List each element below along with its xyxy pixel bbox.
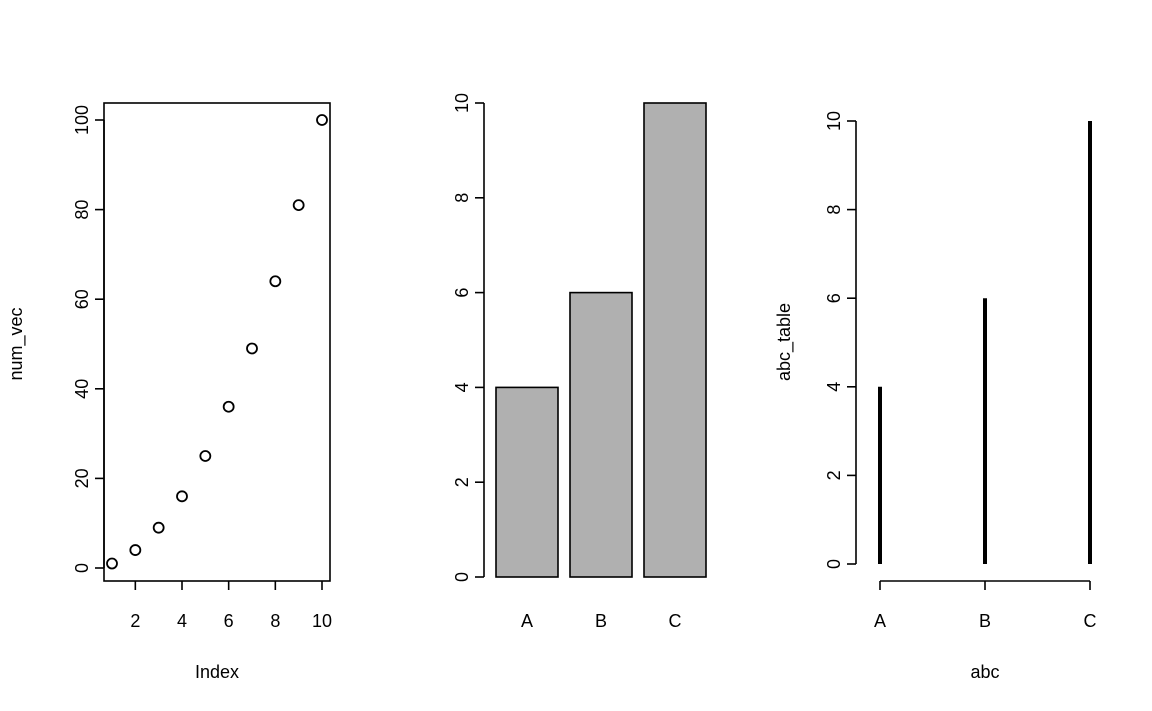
bar-category-label: C: [669, 611, 682, 631]
table-plot-y-tick-label: 0: [824, 559, 844, 569]
scatter-y-axis: 0 20 40 60 80 100: [72, 105, 105, 573]
table-plot-x-axis: A B C: [874, 580, 1097, 631]
scatter-x-axis: 2 4 6 8 10: [130, 581, 332, 631]
barplot-panel: A B C 0 2 4 6 8 10: [452, 93, 707, 631]
scatter-point: [292, 199, 305, 212]
barplot-y-tick-label: 0: [452, 572, 472, 582]
scatter-y-tick-label: 60: [72, 289, 92, 309]
scatter-y-tick-label: 20: [72, 468, 92, 488]
bar: [495, 386, 559, 578]
scatter-x-tick-label: 8: [270, 611, 280, 631]
table-plot-x-tick-label: C: [1084, 611, 1097, 631]
table-plot-y-tick-label: 2: [824, 470, 844, 480]
barplot-y-tick-label: 2: [452, 477, 472, 487]
table-plot-y-axis-label: abc_table: [774, 303, 795, 381]
scatter-panel: 2 4 6 8 10 0 20 40 60 80 100 Index num_vec: [6, 102, 332, 682]
barplot-category-labels: A B C: [521, 611, 682, 631]
barplot-y-tick-label: 4: [452, 382, 472, 392]
scatter-y-tick-label: 80: [72, 200, 92, 220]
scatter-points: [106, 114, 328, 570]
scatter-point: [246, 342, 258, 355]
bar-category-label: A: [521, 611, 533, 631]
scatter-x-tick-label: 10: [312, 611, 332, 631]
scatter-point: [129, 544, 142, 556]
barplot-bars: [495, 102, 707, 578]
scatter-x-tick-label: 4: [177, 611, 187, 631]
scatter-y-tick-label: 40: [72, 379, 92, 399]
table-plot-x-tick-label: A: [874, 611, 886, 631]
scatter-point: [106, 557, 118, 570]
table-plot-lines: [878, 121, 1092, 564]
scatter-x-tick-label: 6: [224, 611, 234, 631]
table-plot-y-tick-label: 6: [824, 293, 844, 303]
table-plot-x-axis-label: abc: [970, 662, 999, 682]
table-plot-y-axis: 0 2 4 6 8 10: [824, 111, 857, 569]
barplot-y-tick-label: 6: [452, 288, 472, 298]
scatter-point: [199, 450, 212, 462]
table-plot-y-tick-label: 4: [824, 382, 844, 392]
table-plot-x-tick-label: B: [979, 611, 991, 631]
bar: [569, 291, 633, 578]
scatter-plot-box: [103, 102, 331, 582]
scatter-point: [152, 521, 165, 534]
bar-category-label: B: [595, 611, 607, 631]
scatter-point: [176, 490, 188, 503]
barplot-y-axis: 0 2 4 6 8 10: [452, 93, 485, 582]
barplot-y-tick-label: 8: [452, 193, 472, 203]
scatter-y-tick-label: 0: [72, 563, 92, 573]
scatter-x-axis-label: Index: [195, 662, 239, 682]
table-plot-y-tick-label: 8: [824, 205, 844, 215]
scatter-point: [222, 400, 235, 413]
scatter-y-tick-label: 100: [72, 105, 92, 135]
scatter-point: [269, 275, 282, 288]
scatter-point: [316, 114, 328, 126]
bar: [643, 102, 707, 578]
table-plot-y-tick-label: 10: [824, 111, 844, 131]
scatter-x-tick-label: 2: [130, 611, 140, 631]
barplot-y-tick-label: 10: [452, 93, 472, 113]
scatter-y-axis-label: num_vec: [6, 307, 27, 380]
table-plot-panel: A B C 0 2 4 6 8 10 abc abc_table: [774, 111, 1097, 682]
